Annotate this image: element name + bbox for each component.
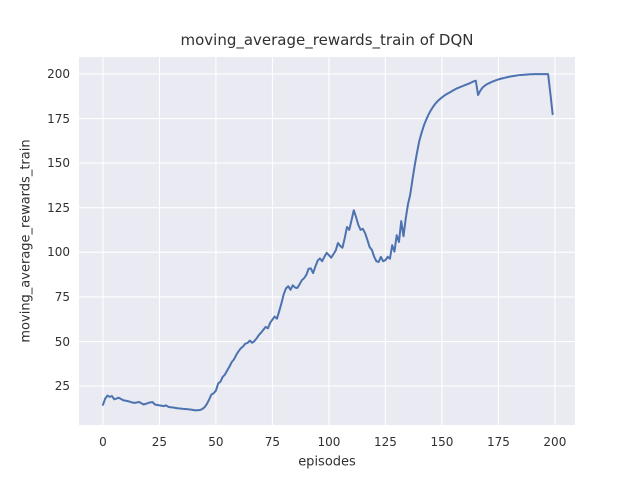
x-tick-label: 25 [151, 435, 168, 449]
x-tick-label: 0 [99, 435, 107, 449]
plot-background [79, 57, 575, 425]
x-tick-label: 75 [264, 435, 281, 449]
y-axis-label: moving_average_rewards_train [18, 139, 34, 343]
y-tick-label: 175 [47, 111, 70, 126]
y-tick-label: 100 [47, 245, 70, 260]
x-tick-label: 100 [317, 435, 341, 449]
y-tick-label: 75 [54, 289, 70, 304]
x-axis-label: episodes [298, 454, 356, 470]
chart-title: moving_average_rewards_train of DQN [180, 31, 474, 49]
x-tick-label: 150 [430, 435, 454, 449]
x-tick-label: 50 [208, 435, 224, 449]
x-tick-label: 200 [543, 435, 567, 449]
y-tick-label: 50 [54, 334, 70, 349]
y-tick-label: 25 [54, 379, 70, 394]
x-tick-label: 125 [373, 435, 397, 449]
y-tick-label: 200 [47, 66, 70, 81]
x-tick-label: 175 [486, 435, 510, 449]
y-tick-label: 150 [47, 156, 70, 171]
y-tick-label: 125 [47, 200, 70, 215]
series-line-dqn [101, 73, 554, 412]
